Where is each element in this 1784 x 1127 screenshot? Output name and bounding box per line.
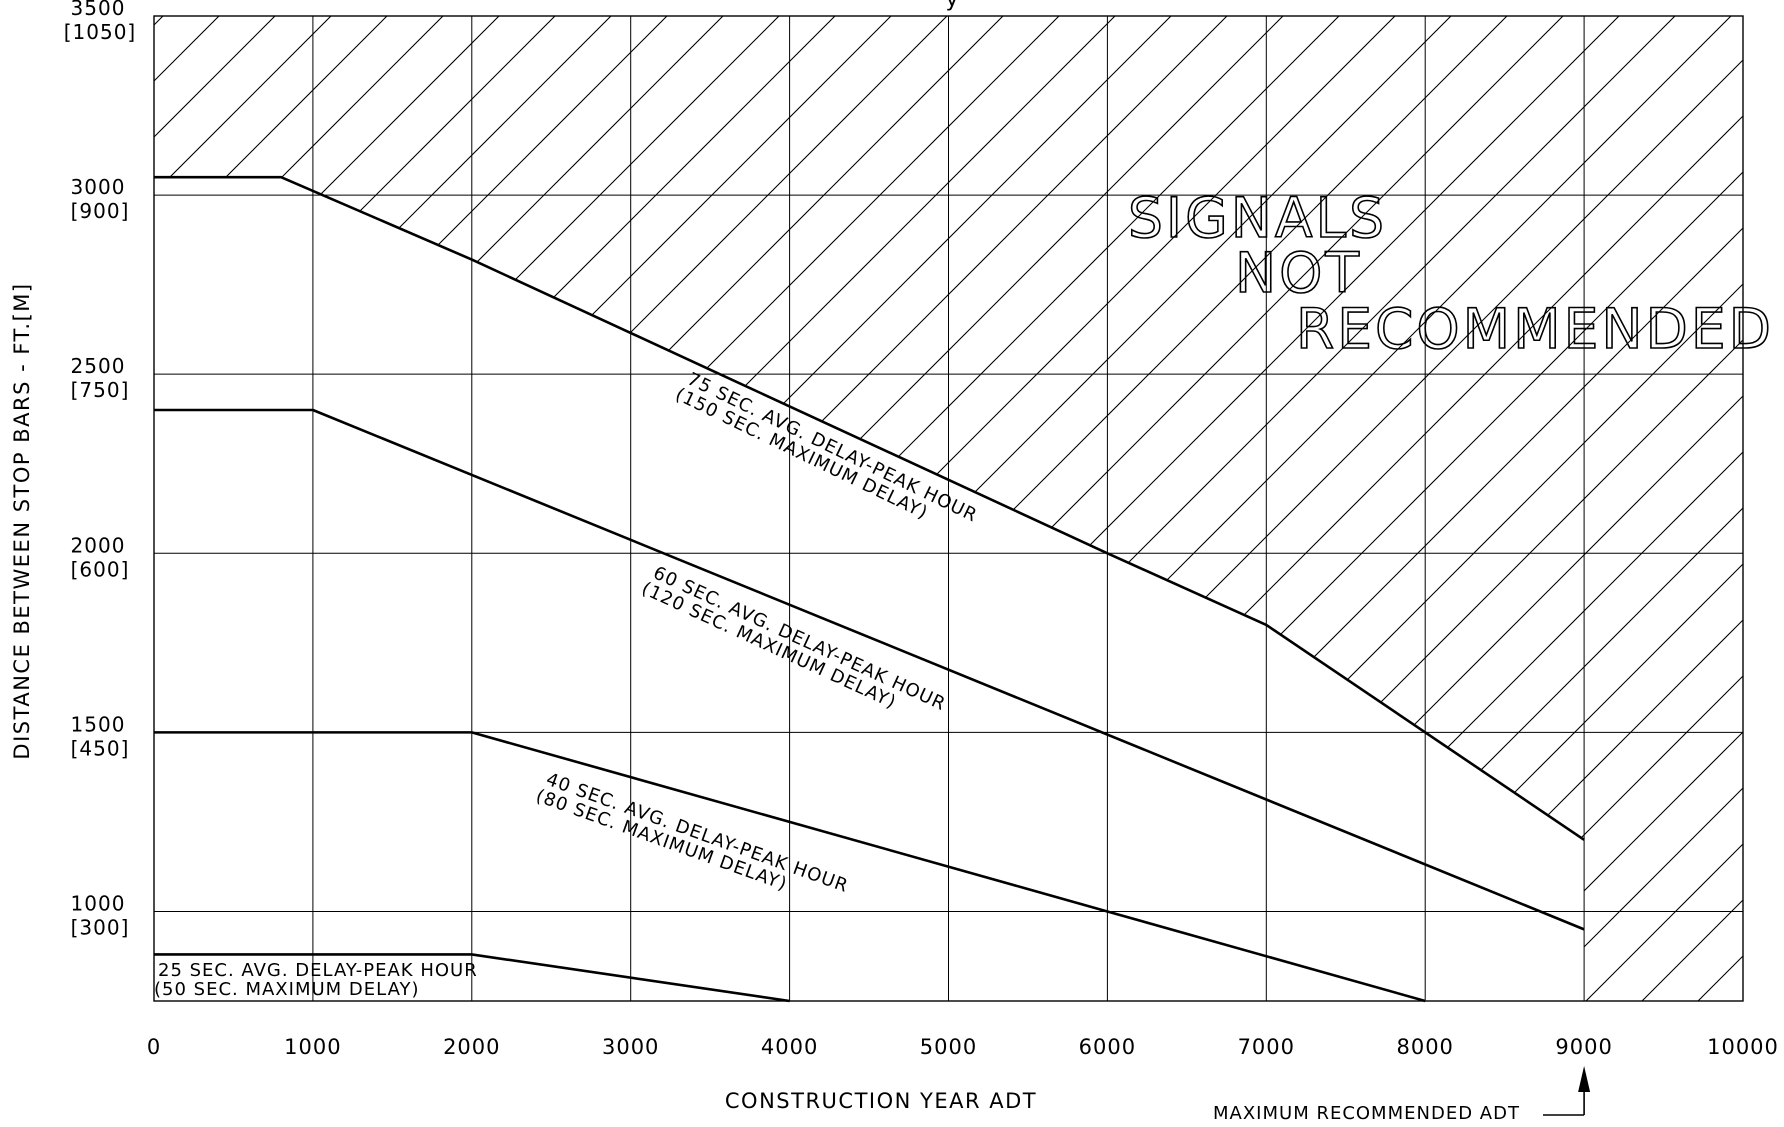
hatch-line <box>354 16 1339 1001</box>
hatch-line <box>1306 16 1784 1001</box>
x-tick-label: 0 <box>147 1035 161 1059</box>
tick-labels: 0 1000 2000 3000 4000 5000 6000 7000 8000 9000 100… <box>64 0 1779 1059</box>
y-tick-label-m: [300] <box>71 915 130 939</box>
hatch-line <box>298 16 1283 1001</box>
series-annotations: 75 SEC. AVG. DELAY-PEAK HOUR(150 SEC. MA… <box>154 367 1590 1115</box>
region-label-line2: NOT <box>1235 241 1362 305</box>
x-tick-label: 4000 <box>761 1035 818 1059</box>
hatch-line <box>690 16 1675 1001</box>
hatch-line <box>914 16 1784 1001</box>
y-tick-label-ft: 1000 <box>71 891 126 915</box>
series-annotation-1: 60 SEC. AVG. DELAY-PEAK HOUR(120 SEC. MA… <box>638 561 949 733</box>
y-tick-label-ft: 1500 <box>71 712 126 736</box>
hatch-line <box>1026 16 1784 1001</box>
y-tick-label-m: [600] <box>71 557 130 581</box>
x-tick-label: 5000 <box>920 1035 977 1059</box>
series-annotation-line2: (120 SEC. MAXIMUM DELAY) <box>638 578 899 713</box>
hatch-line <box>0 16 947 1001</box>
y-axis-label: DISTANCE BETWEEN STOP BARS - FT.[M] <box>10 282 34 759</box>
x-tick-label: 9000 <box>1555 1035 1612 1059</box>
hatch-line <box>1530 16 1784 1001</box>
series-annotation-line1: 75 SEC. AVG. DELAY-PEAK HOUR <box>684 369 981 527</box>
y-tick-label-m: [450] <box>71 736 130 760</box>
max-adt-arrowhead <box>1578 1066 1590 1092</box>
title-fragment: y <box>945 0 958 12</box>
hatch-line <box>1586 16 1784 1001</box>
y-tick-label-ft: 3500 <box>71 0 126 20</box>
y-tick-label-ft: 2500 <box>71 354 126 378</box>
hatch-line <box>0 16 443 1001</box>
hatch-line <box>1250 16 1784 1001</box>
hatch-line <box>1418 16 1784 1001</box>
y-tick-label-m: [750] <box>71 378 130 402</box>
hatch-line <box>1642 16 1784 1001</box>
hatch-line <box>0 16 667 1001</box>
x-tick-label: 8000 <box>1396 1035 1453 1059</box>
series-annotation-2: 40 SEC. AVG. DELAY-PEAK HOUR(80 SEC. MAX… <box>533 768 851 915</box>
hatch-line <box>1754 16 1784 1001</box>
region-label-line3: RECOMMENDED <box>1296 297 1774 361</box>
series-annotation-line1: 60 SEC. AVG. DELAY-PEAK HOUR <box>650 562 949 715</box>
hatch-line <box>0 16 723 1001</box>
series-annotation-0: 75 SEC. AVG. DELAY-PEAK HOUR(150 SEC. MA… <box>672 367 981 544</box>
y-tick-label-ft: 3000 <box>71 175 126 199</box>
max-adt-label: MAXIMUM RECOMMENDED ADT <box>1213 1103 1520 1124</box>
hatch-line <box>858 16 1784 1001</box>
y-tick-label-m: [900] <box>71 199 130 223</box>
x-tick-label: 2000 <box>443 1035 500 1059</box>
series-line-0 <box>154 177 1584 840</box>
hatch-line <box>0 16 499 1001</box>
x-tick-label: 6000 <box>1079 1035 1136 1059</box>
x-tick-label: 10000 <box>1707 1035 1779 1059</box>
series-annotation-3: 25 SEC. AVG. DELAY-PEAK HOUR(50 SEC. MAX… <box>154 960 478 1000</box>
x-axis-label: CONSTRUCTION YEAR ADT <box>725 1089 1037 1113</box>
series-annotation-line1: 40 SEC. AVG. DELAY-PEAK HOUR <box>543 769 851 897</box>
hatch-line <box>0 16 387 1001</box>
x-tick-label: 7000 <box>1238 1035 1295 1059</box>
series-annotation-line2: (50 SEC. MAXIMUM DELAY) <box>154 979 420 1000</box>
x-tick-label: 1000 <box>284 1035 341 1059</box>
y-tick-label-ft: 2000 <box>71 533 126 557</box>
x-tick-label: 3000 <box>602 1035 659 1059</box>
y-tick-label-m: [1050] <box>64 20 137 44</box>
hatch-line <box>970 16 1784 1001</box>
hatch-line <box>0 16 331 1001</box>
hatch-line <box>1474 16 1784 1001</box>
hatch-line <box>1082 16 1784 1001</box>
hatch-line <box>0 16 779 1001</box>
series-annotation-line1: 25 SEC. AVG. DELAY-PEAK HOUR <box>158 960 478 981</box>
hatch-line <box>0 16 275 1001</box>
hatch-line <box>18 16 1003 1001</box>
hatch-line <box>1698 16 1784 1001</box>
